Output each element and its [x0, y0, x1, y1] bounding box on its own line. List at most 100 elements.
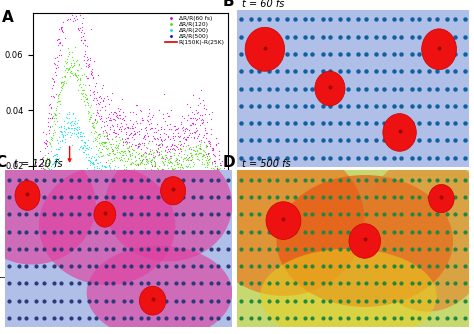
Point — [218, 183, 226, 189]
Point — [202, 209, 210, 215]
Point — [36, 171, 44, 176]
Point — [90, 167, 98, 172]
Point — [106, 240, 113, 245]
Point — [215, 157, 223, 162]
Point — [111, 131, 118, 136]
Point — [180, 232, 187, 237]
Point — [111, 144, 119, 150]
Point — [106, 111, 113, 117]
Point — [142, 158, 150, 164]
Point — [193, 220, 201, 225]
Point — [217, 182, 224, 188]
Point — [196, 146, 204, 152]
Point — [61, 80, 68, 86]
Point — [32, 200, 39, 205]
Point — [130, 166, 137, 172]
Point — [214, 226, 221, 231]
Point — [153, 169, 161, 174]
Point — [90, 96, 98, 101]
Point — [204, 151, 212, 156]
Point — [127, 161, 135, 166]
Point — [211, 174, 219, 180]
Point — [78, 134, 85, 139]
Point — [98, 118, 106, 124]
Point — [32, 213, 40, 218]
Point — [59, 82, 66, 88]
Point — [62, 197, 70, 202]
Point — [64, 67, 72, 72]
Point — [206, 179, 213, 184]
Point — [180, 186, 187, 191]
Point — [211, 163, 219, 169]
Point — [99, 98, 107, 104]
Point — [121, 136, 129, 142]
Point — [79, 149, 86, 155]
Point — [47, 208, 55, 214]
Point — [34, 218, 41, 223]
Point — [149, 114, 156, 119]
Point — [96, 143, 103, 148]
Point — [136, 150, 143, 156]
Point — [210, 193, 218, 199]
Point — [102, 129, 110, 135]
Point — [52, 65, 60, 70]
Point — [171, 158, 179, 163]
Point — [45, 160, 52, 165]
Point — [44, 223, 52, 229]
Point — [137, 141, 144, 147]
Point — [115, 184, 122, 190]
Point — [64, 125, 72, 131]
Point — [113, 169, 121, 175]
Point — [82, 103, 89, 108]
Point — [81, 142, 88, 147]
Point — [184, 183, 192, 188]
Point — [51, 152, 59, 157]
Point — [181, 134, 188, 139]
Point — [110, 249, 118, 254]
Point — [90, 131, 98, 136]
Point — [111, 175, 118, 181]
Point — [74, 203, 82, 208]
Point — [91, 136, 99, 141]
Point — [55, 43, 62, 48]
Point — [94, 237, 101, 243]
Point — [49, 83, 57, 88]
Point — [153, 183, 160, 188]
Point — [192, 173, 200, 178]
Point — [98, 149, 105, 154]
Point — [170, 138, 177, 143]
Point — [109, 179, 116, 184]
Point — [80, 209, 87, 214]
Point — [91, 168, 99, 174]
Point — [73, 121, 81, 126]
Point — [49, 216, 57, 221]
Point — [67, 70, 74, 75]
Point — [129, 245, 137, 250]
Point — [100, 234, 108, 239]
Point — [207, 174, 215, 179]
Point — [83, 168, 91, 173]
Point — [182, 144, 189, 149]
Point — [74, 25, 82, 31]
Point — [174, 130, 182, 136]
Point — [126, 253, 134, 259]
Point — [52, 156, 59, 162]
Point — [79, 206, 86, 212]
Point — [219, 204, 227, 209]
Point — [55, 40, 63, 45]
Point — [47, 104, 55, 110]
Point — [116, 157, 123, 163]
Point — [32, 205, 39, 211]
Point — [203, 153, 211, 159]
Point — [41, 174, 49, 179]
Point — [82, 218, 90, 223]
Point — [152, 126, 159, 131]
Point — [55, 211, 62, 217]
Point — [194, 181, 201, 186]
Point — [87, 223, 95, 228]
Point — [166, 159, 174, 165]
Point — [71, 45, 78, 50]
Point — [210, 190, 217, 196]
Point — [36, 195, 44, 201]
Point — [202, 142, 210, 147]
